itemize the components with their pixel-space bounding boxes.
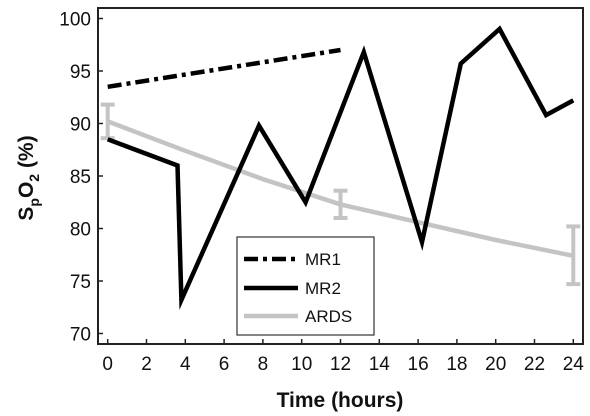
x-tick-label: 24 bbox=[563, 354, 585, 375]
legend: MR1 MR2 ARDS bbox=[236, 236, 375, 336]
y-tick-label: 100 bbox=[59, 10, 91, 31]
x-axis-ticks: 0 2 4 6 8 10 12 14 16 18 20 22 24 bbox=[102, 339, 584, 375]
x-tick-label: 14 bbox=[369, 354, 391, 375]
x-tick-label: 18 bbox=[446, 354, 467, 375]
x-axis-title: Time (hours) bbox=[277, 389, 404, 412]
y-axis-title-sub1: p bbox=[26, 198, 42, 207]
x-tick-label: 16 bbox=[408, 354, 429, 375]
y-axis-title-unit: (%) bbox=[15, 135, 38, 174]
x-tick-label: 2 bbox=[141, 354, 152, 375]
x-tick-label: 22 bbox=[524, 354, 545, 375]
y-tick-label: 70 bbox=[70, 325, 91, 346]
y-tick-label: 85 bbox=[70, 167, 91, 188]
y-axis-title-mid: O bbox=[15, 182, 38, 198]
y-tick-label: 90 bbox=[70, 115, 91, 136]
x-tick-label: 12 bbox=[330, 354, 351, 375]
y-axis-ticks: 70 75 80 85 90 95 100 bbox=[59, 10, 103, 346]
y-tick-label: 75 bbox=[70, 272, 91, 293]
x-tick-label: 10 bbox=[291, 354, 312, 375]
y-tick-label: 80 bbox=[70, 220, 91, 241]
series-line-mr1 bbox=[107, 47, 341, 90]
y-axis-title-main: S bbox=[15, 207, 38, 221]
x-tick-label: 20 bbox=[485, 354, 506, 375]
legend-label-mr2: MR2 bbox=[305, 279, 341, 298]
y-axis-title-sub2: 2 bbox=[26, 174, 42, 182]
x-tick-label: 4 bbox=[180, 354, 191, 375]
legend-label-mr1: MR1 bbox=[305, 250, 341, 269]
legend-label-ards: ARDS bbox=[305, 307, 352, 326]
series-line-mr2 bbox=[106, 25, 575, 310]
y-axis-title: SpO2 (%) bbox=[15, 135, 42, 220]
x-tick-label: 0 bbox=[102, 354, 113, 375]
x-tick-label: 8 bbox=[258, 354, 269, 375]
x-tick-label: 6 bbox=[219, 354, 230, 375]
series-layer bbox=[100, 25, 581, 310]
y-tick-label: 95 bbox=[70, 62, 91, 83]
